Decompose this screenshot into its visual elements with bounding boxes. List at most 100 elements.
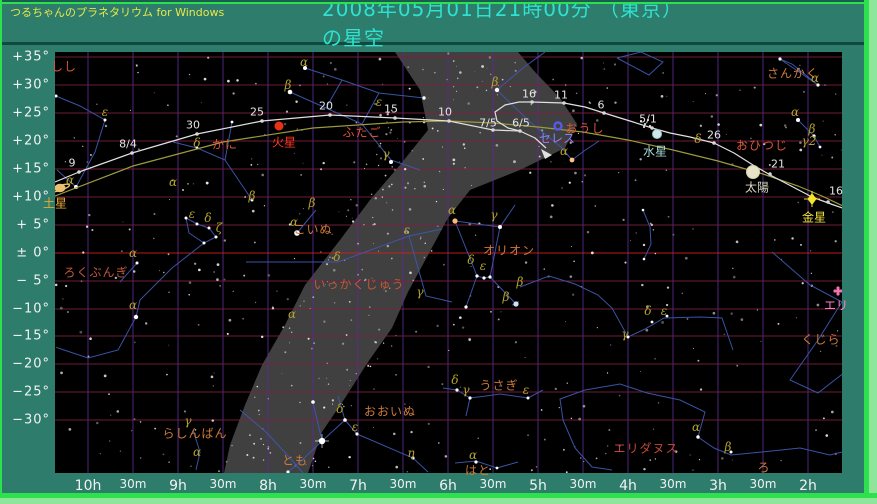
- star: [325, 263, 329, 266]
- star: [369, 365, 372, 368]
- mars-icon[interactable]: [274, 121, 284, 131]
- star: [715, 94, 718, 97]
- star: [261, 173, 264, 177]
- star: [272, 306, 274, 308]
- star: [692, 469, 694, 471]
- star-greek-letter: α: [468, 448, 478, 462]
- star: [367, 364, 370, 367]
- star: [406, 471, 409, 473]
- star: [667, 215, 670, 218]
- star-greek-letter: α: [128, 298, 138, 312]
- star-greek-letter: ε: [351, 420, 359, 434]
- star: [251, 209, 255, 213]
- star: [370, 193, 373, 196]
- ceres-label: セレス: [538, 131, 576, 146]
- star: [153, 237, 155, 240]
- star: [482, 80, 484, 82]
- date-tick: [491, 128, 495, 132]
- star: [213, 372, 215, 374]
- star: [802, 90, 805, 93]
- star: [662, 71, 665, 74]
- star-greek-letter: δ: [644, 304, 652, 318]
- star: [822, 120, 824, 122]
- star: [649, 222, 652, 225]
- path-date-label: 26: [707, 128, 721, 142]
- bright-star: [778, 57, 782, 61]
- bright-star: [311, 400, 315, 404]
- star-greek-letter: α: [691, 420, 701, 434]
- star: [293, 257, 296, 260]
- star: [351, 217, 353, 219]
- bright-star: [644, 123, 646, 125]
- star: [409, 271, 412, 275]
- star-greek-letter: ζ: [215, 221, 223, 235]
- star: [650, 223, 654, 227]
- star: [349, 380, 351, 382]
- star: [387, 111, 389, 114]
- constellation-label: ろくぶんぎ: [63, 265, 129, 280]
- chart-title: 2008年05月01日21時00分 （東京） の星空: [322, 0, 684, 50]
- star: [535, 466, 538, 468]
- star-greek-letter: ε: [101, 105, 109, 119]
- star: [263, 205, 266, 207]
- star: [276, 290, 278, 292]
- date-tick: [518, 129, 522, 133]
- star: [407, 66, 409, 68]
- star: [725, 133, 727, 136]
- bright-star: [729, 450, 733, 454]
- star: [386, 121, 388, 123]
- star: [322, 75, 325, 78]
- star: [378, 328, 381, 331]
- star: [408, 87, 411, 90]
- star: [643, 467, 646, 471]
- constellation-line: [616, 52, 664, 76]
- star: [424, 242, 426, 245]
- star: [514, 61, 516, 64]
- star: [427, 422, 430, 425]
- star: [376, 153, 378, 156]
- ra-axis-label: 9h: [169, 478, 187, 494]
- star: [408, 208, 412, 211]
- star: [388, 185, 391, 188]
- star: [692, 228, 694, 230]
- star: [312, 296, 315, 299]
- dec-axis-label: +30°: [12, 77, 50, 93]
- star: [135, 63, 138, 66]
- star: [411, 150, 413, 152]
- star: [254, 396, 256, 398]
- bright-star: [796, 118, 800, 122]
- star: [391, 209, 394, 211]
- star: [89, 337, 92, 341]
- app-title: つるちゃんのプラネタリウム for Windows: [10, 6, 225, 19]
- window-border-right-green: [864, 0, 869, 504]
- constellation-line: [337, 395, 346, 421]
- star: [609, 344, 612, 346]
- star: [302, 162, 304, 164]
- ra-axis-label: 6h: [439, 478, 457, 494]
- saturn-icon[interactable]: [50, 183, 71, 194]
- mercury-icon[interactable]: [652, 129, 662, 139]
- star: [524, 357, 526, 359]
- star: [753, 86, 756, 89]
- star: [376, 358, 379, 360]
- star: [364, 278, 367, 281]
- star: [326, 362, 328, 364]
- star: [710, 115, 714, 118]
- constellation-label: かに: [211, 137, 239, 152]
- star-greek-letter: ε: [403, 223, 411, 237]
- deepsky-icon[interactable]: [833, 286, 842, 296]
- star: [382, 83, 384, 85]
- star: [73, 137, 75, 139]
- star: [390, 109, 393, 112]
- venus-icon[interactable]: [804, 191, 820, 207]
- star: [452, 86, 455, 88]
- constellation-label: ろ: [757, 460, 771, 475]
- dec-axis-label: + 5°: [16, 217, 50, 233]
- ceres-icon[interactable]: [553, 121, 563, 131]
- sun-icon[interactable]: [746, 165, 760, 179]
- star: [444, 455, 448, 458]
- star: [333, 281, 335, 283]
- star: [543, 438, 546, 441]
